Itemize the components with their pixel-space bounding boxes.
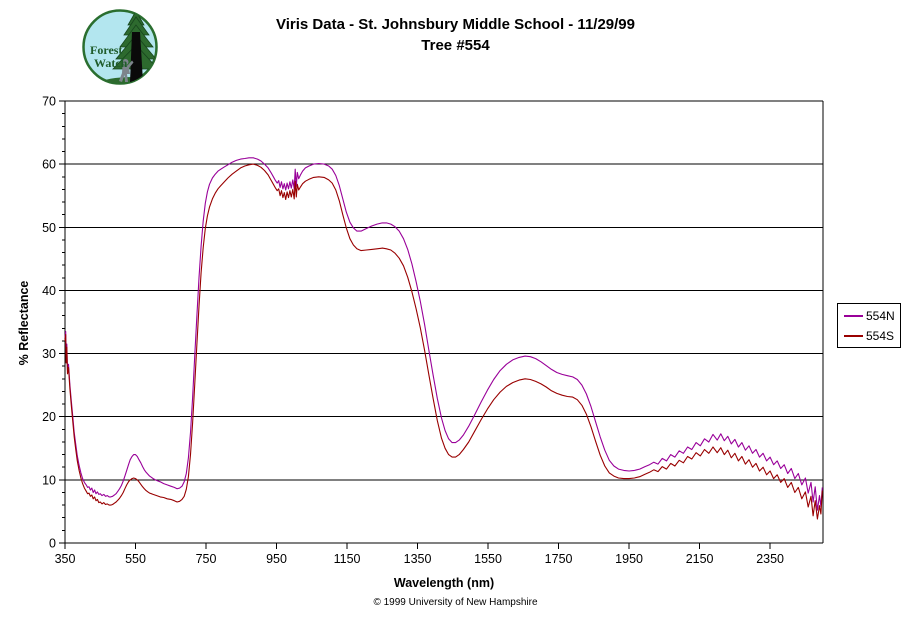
chart-subtitle: Tree #554 (421, 37, 490, 54)
y-tick-label: 50 (42, 221, 56, 235)
legend: 554N 554S (837, 303, 901, 348)
x-tick-label: 1750 (545, 552, 573, 566)
person-icon (119, 59, 134, 82)
x-tick-label: 2150 (686, 552, 714, 566)
y-tick-label: 30 (42, 347, 56, 361)
y-tick-label: 60 (42, 158, 56, 172)
series-line-554S (64, 163, 823, 520)
x-tick-label: 350 (55, 552, 76, 566)
series-line-554N (64, 157, 823, 511)
x-tick-label: 1550 (474, 552, 502, 566)
x-tick-label: 1350 (404, 552, 432, 566)
chart-title: Viris Data - St. Johnsbury Middle School… (276, 16, 635, 33)
x-tick-label: 2350 (756, 552, 784, 566)
x-tick-label: 550 (125, 552, 146, 566)
forest-watch-logo: Forest Watch (82, 9, 158, 85)
legend-entry-554N: 554N (844, 309, 900, 323)
logo-text-line1: Forest (90, 43, 122, 57)
x-tick-label: 1150 (334, 552, 361, 566)
legend-label-554N: 554N (866, 308, 895, 323)
legend-line-554N (844, 314, 863, 317)
y-tick-label: 40 (42, 284, 56, 298)
tree-trunk (130, 32, 143, 82)
logo-text-line2: Watch (94, 56, 128, 70)
x-tick-label: 750 (196, 552, 217, 566)
legend-line-554S (844, 334, 863, 337)
x-tick-label: 1950 (615, 552, 643, 566)
y-tick-label: 10 (42, 473, 56, 487)
chart-title-block: Viris Data - St. Johnsbury Middle School… (0, 14, 911, 56)
copyright-text: © 1999 University of New Hampshire (373, 597, 538, 608)
legend-entry-554S: 554S (844, 329, 900, 343)
y-tick-label: 0 (49, 537, 56, 551)
y-tick-label: 70 (42, 95, 56, 109)
y-tick-label: 20 (42, 410, 56, 424)
legend-label-554S: 554S (866, 328, 895, 343)
x-tick-label: 950 (266, 552, 287, 566)
y-axis-title: % Reflectance (17, 280, 31, 366)
x-axis-title: Wavelength (nm) (393, 576, 495, 590)
